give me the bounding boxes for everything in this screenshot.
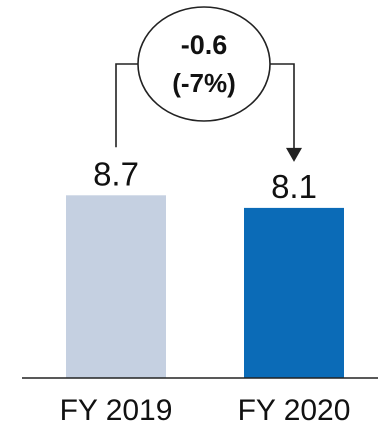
- change-percent-label: (-7%): [172, 68, 236, 98]
- category-labels-group: FY 2019 FY 2020: [60, 394, 351, 427]
- arrowhead-icon: [286, 147, 302, 162]
- value-label: 8.7: [93, 155, 139, 192]
- change-delta-label: -0.6: [181, 30, 228, 60]
- category-label: FY 2020: [238, 394, 351, 427]
- bar-fy-2020: [244, 207, 344, 378]
- value-label: 8.1: [271, 168, 317, 205]
- bar-fy-2019: [66, 195, 166, 378]
- category-label: FY 2019: [60, 394, 173, 427]
- value-labels-group: 8.7 8.1: [93, 155, 317, 205]
- change-bubble: [137, 6, 271, 122]
- bars-group: [66, 195, 344, 378]
